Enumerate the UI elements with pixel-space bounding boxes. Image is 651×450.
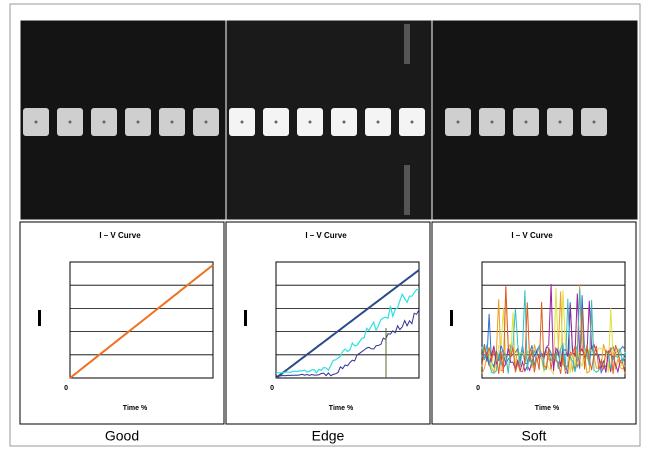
y-axis-label	[244, 310, 247, 326]
chip-dot	[68, 120, 72, 124]
chip-dot	[102, 120, 106, 124]
chip-dot	[204, 120, 208, 124]
origin-label: 0	[270, 385, 274, 392]
curve	[275, 309, 420, 377]
x-axis-label: Time %	[123, 405, 148, 412]
chip-dot	[34, 120, 38, 124]
chip-dot	[308, 120, 312, 124]
y-axis-label	[38, 310, 41, 326]
chip-dot	[274, 120, 278, 124]
chart-title: I – V Curve	[305, 231, 347, 240]
chip-dot	[136, 120, 140, 124]
photo	[19, 19, 227, 221]
chart-title: I – V Curve	[511, 231, 553, 240]
chip-dot	[456, 120, 460, 124]
curve	[481, 287, 626, 376]
curve	[69, 264, 214, 379]
curve	[481, 288, 626, 374]
chip-dot	[410, 120, 414, 124]
caption: Good	[105, 428, 139, 444]
chip-dot	[240, 120, 244, 124]
chip-dot	[592, 120, 596, 124]
photo	[225, 19, 433, 221]
chip-dot	[558, 120, 562, 124]
chip-dot	[170, 120, 174, 124]
origin-label: 0	[476, 385, 480, 392]
chip-dot	[524, 120, 528, 124]
x-axis-label: Time %	[535, 405, 560, 412]
chart-title: I – V Curve	[99, 231, 141, 240]
plot-area	[275, 261, 420, 379]
curve	[481, 286, 626, 374]
curve	[275, 288, 420, 374]
curve	[275, 269, 420, 379]
x-axis-label: Time %	[329, 405, 354, 412]
photo-stripe	[404, 24, 410, 64]
origin-label: 0	[64, 385, 68, 392]
chip-dot	[376, 120, 380, 124]
y-axis-label	[450, 310, 453, 326]
chip-dot	[342, 120, 346, 124]
photo-stripe	[404, 165, 410, 215]
caption: Soft	[522, 428, 547, 444]
caption: Edge	[312, 428, 345, 444]
chip-dot	[490, 120, 494, 124]
curve	[481, 284, 626, 374]
